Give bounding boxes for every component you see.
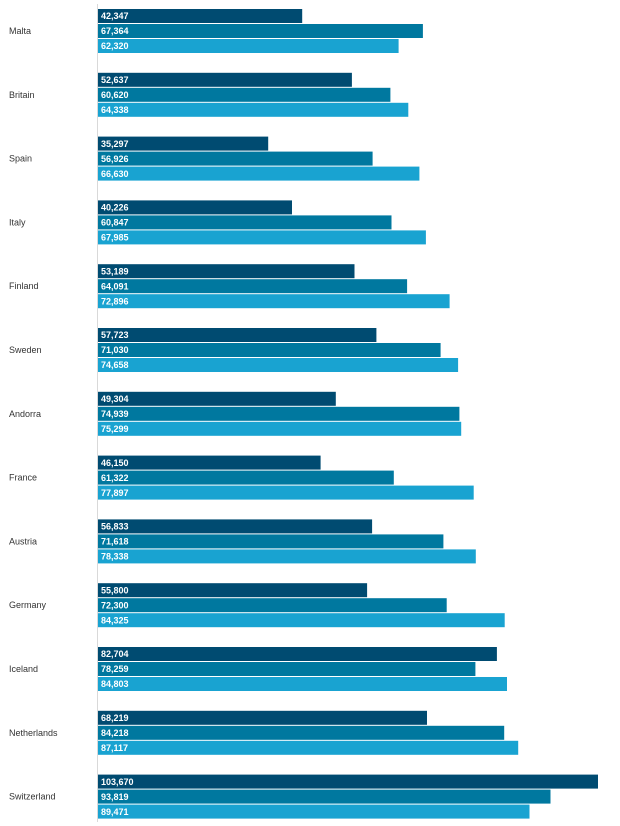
value-label-sweden-series-3: 74,658 bbox=[101, 360, 129, 370]
value-label-italy-series-1: 40,226 bbox=[101, 203, 129, 213]
bar-iceland-series-1 bbox=[98, 647, 497, 661]
bar-austria-series-2 bbox=[98, 534, 444, 549]
category-label-andorra: Andorra bbox=[9, 409, 41, 419]
value-label-malta-series-1: 42,347 bbox=[101, 11, 129, 21]
value-label-malta-series-3: 62,320 bbox=[101, 41, 129, 51]
bar-germany-series-3 bbox=[98, 613, 505, 628]
value-label-spain-series-3: 66,630 bbox=[101, 169, 129, 179]
bar-sweden-series-1 bbox=[98, 328, 377, 342]
value-label-germany-series-1: 55,800 bbox=[101, 585, 129, 595]
value-label-finland-series-3: 72,896 bbox=[101, 296, 129, 306]
bar-austria-series-1 bbox=[98, 519, 373, 534]
bar-finland-series-1 bbox=[98, 264, 355, 279]
bar-netherlands-series-3 bbox=[98, 740, 519, 755]
value-label-finland-series-2: 64,091 bbox=[101, 281, 129, 291]
bar-malta-series-3 bbox=[98, 39, 399, 53]
value-label-spain-series-1: 35,297 bbox=[101, 139, 129, 149]
bar-switzerland-series-3 bbox=[98, 804, 530, 819]
value-label-netherlands-series-2: 84,218 bbox=[101, 728, 129, 738]
bar-britain-series-3 bbox=[98, 102, 409, 117]
value-label-austria-series-3: 78,338 bbox=[101, 552, 129, 562]
category-label-finland: Finland bbox=[9, 281, 39, 291]
bar-malta-series-2 bbox=[98, 24, 423, 38]
bar-spain-series-1 bbox=[98, 136, 269, 151]
value-label-britain-series-2: 60,620 bbox=[101, 90, 129, 100]
value-label-andorra-series-3: 75,299 bbox=[101, 424, 129, 434]
bar-austria-series-3 bbox=[98, 549, 476, 564]
category-label-germany: Germany bbox=[9, 600, 47, 610]
value-label-switzerland-series-1: 103,670 bbox=[101, 777, 134, 787]
category-label-sweden: Sweden bbox=[9, 345, 42, 355]
labels-layer: Malta 42,347 67,364 62,320 Britain 52,637 60,6… bbox=[9, 11, 134, 817]
bars-layer bbox=[98, 9, 598, 819]
value-label-austria-series-1: 56,833 bbox=[101, 522, 129, 532]
bar-france-series-1 bbox=[98, 455, 321, 470]
bar-switzerland-series-1 bbox=[98, 774, 598, 789]
bar-iceland-series-3 bbox=[98, 677, 507, 691]
bar-malta-series-1 bbox=[98, 9, 303, 23]
bar-germany-series-2 bbox=[98, 598, 447, 613]
value-label-france-series-3: 77,897 bbox=[101, 488, 129, 498]
category-label-france: France bbox=[9, 473, 37, 483]
category-label-iceland: Iceland bbox=[9, 664, 38, 674]
bar-netherlands-series-2 bbox=[98, 725, 505, 740]
category-label-switzerland: Switzerland bbox=[9, 792, 56, 802]
category-label-spain: Spain bbox=[9, 154, 32, 164]
value-label-britain-series-3: 64,338 bbox=[101, 105, 129, 115]
bar-france-series-3 bbox=[98, 485, 474, 500]
bar-andorra-series-3 bbox=[98, 421, 462, 436]
value-label-austria-series-2: 71,618 bbox=[101, 537, 129, 547]
value-label-germany-series-3: 84,325 bbox=[101, 615, 129, 625]
value-label-malta-series-2: 67,364 bbox=[101, 26, 129, 36]
value-label-iceland-series-1: 82,704 bbox=[101, 649, 129, 659]
bar-sweden-series-3 bbox=[98, 358, 459, 372]
bar-andorra-series-1 bbox=[98, 391, 336, 406]
bar-spain-series-2 bbox=[98, 151, 373, 166]
value-label-italy-series-2: 60,847 bbox=[101, 218, 129, 228]
bar-italy-series-2 bbox=[98, 215, 392, 230]
bar-finland-series-2 bbox=[98, 279, 408, 294]
value-label-france-series-2: 61,322 bbox=[101, 473, 129, 483]
bar-germany-series-1 bbox=[98, 583, 368, 598]
bar-britain-series-1 bbox=[98, 72, 352, 87]
bar-spain-series-3 bbox=[98, 166, 420, 181]
value-label-germany-series-2: 72,300 bbox=[101, 600, 129, 610]
category-label-malta: Malta bbox=[9, 26, 31, 36]
value-label-switzerland-series-3: 89,471 bbox=[101, 807, 129, 817]
category-label-austria: Austria bbox=[9, 536, 37, 546]
value-label-iceland-series-3: 84,803 bbox=[101, 679, 129, 689]
category-label-britain: Britain bbox=[9, 90, 35, 100]
value-label-sweden-series-2: 71,030 bbox=[101, 345, 129, 355]
value-label-britain-series-1: 52,637 bbox=[101, 75, 129, 85]
bar-switzerland-series-2 bbox=[98, 789, 551, 804]
bar-italy-series-1 bbox=[98, 200, 292, 215]
bar-france-series-2 bbox=[98, 470, 394, 485]
value-label-netherlands-series-3: 87,117 bbox=[101, 743, 128, 753]
value-label-france-series-1: 46,150 bbox=[101, 458, 129, 468]
value-label-iceland-series-2: 78,259 bbox=[101, 664, 129, 674]
value-label-netherlands-series-1: 68,219 bbox=[101, 713, 129, 723]
bar-britain-series-2 bbox=[98, 87, 391, 102]
value-label-andorra-series-1: 49,304 bbox=[101, 394, 129, 404]
bar-italy-series-3 bbox=[98, 230, 426, 245]
bar-iceland-series-2 bbox=[98, 662, 476, 676]
bar-andorra-series-2 bbox=[98, 406, 460, 421]
category-label-netherlands: Netherlands bbox=[9, 728, 58, 738]
bar-netherlands-series-1 bbox=[98, 710, 427, 725]
value-label-sweden-series-1: 57,723 bbox=[101, 330, 129, 340]
value-label-andorra-series-2: 74,939 bbox=[101, 409, 129, 419]
value-label-spain-series-2: 56,926 bbox=[101, 154, 129, 164]
bar-sweden-series-2 bbox=[98, 343, 441, 357]
value-label-italy-series-3: 67,985 bbox=[101, 233, 129, 243]
bar-finland-series-3 bbox=[98, 294, 450, 309]
category-label-italy: Italy bbox=[9, 217, 26, 227]
value-label-switzerland-series-2: 93,819 bbox=[101, 792, 129, 802]
value-label-finland-series-1: 53,189 bbox=[101, 266, 129, 276]
